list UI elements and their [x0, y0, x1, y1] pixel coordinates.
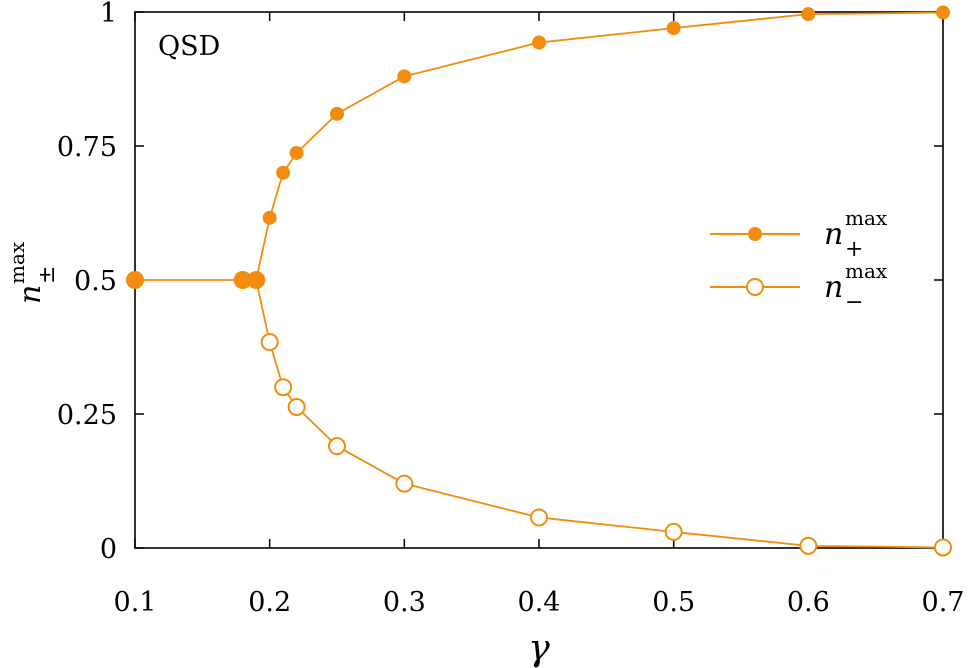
series-layer — [126, 5, 952, 557]
series-minus-point — [395, 474, 414, 493]
y-tick-label: 0 — [100, 534, 117, 565]
series-plus-point — [289, 145, 304, 160]
series-plus-point — [936, 5, 950, 20]
y-tick-label: 0.25 — [57, 400, 117, 431]
y-tick-label: 0.75 — [57, 132, 117, 163]
x-tick-label: 0.5 — [652, 587, 695, 618]
legend-label-1-sup: max — [845, 206, 888, 230]
series-minus-point — [274, 378, 293, 397]
series-minus-point — [287, 398, 306, 417]
series-minus-point — [328, 437, 346, 456]
x-axis-label: γ — [528, 628, 550, 668]
series-plus-point — [247, 271, 266, 289]
y-tick-label: 0.5 — [74, 266, 117, 297]
x-tick-label: 0.3 — [383, 587, 426, 618]
legend-label-2-sub: − — [845, 290, 863, 315]
legend-label-2-sup: max — [845, 259, 888, 283]
series-plus-point — [666, 21, 681, 36]
y-axis-label-sup: max — [5, 241, 29, 284]
annotation-label: QSD — [158, 31, 220, 62]
y-axis-label: n max ± — [5, 241, 60, 304]
series-plus-point — [532, 35, 546, 50]
legend-label-1-base: n — [824, 217, 843, 252]
series-minus-point — [530, 508, 548, 527]
legend: n max + n max − — [710, 206, 888, 315]
series-plus-point — [801, 7, 816, 22]
x-tick-label: 0.4 — [518, 587, 561, 618]
series-plus-line — [135, 11, 944, 281]
legend-label-2-base: n — [824, 270, 843, 305]
series-minus-point — [799, 536, 818, 555]
series-plus-point — [330, 106, 344, 121]
series-minus-line — [255, 279, 944, 549]
ticks-layer: 0.1 0.2 0.3 0.4 0.5 0.6 0.7 0 0.25 0.5 0.75 1 — [57, 0, 965, 618]
series-minus-point — [664, 522, 683, 541]
series-minus-point — [934, 538, 952, 557]
x-tick-label: 0.7 — [922, 587, 965, 618]
series-plus-point — [276, 165, 291, 180]
x-tick-label: 0.2 — [248, 587, 291, 618]
series-plus-point — [262, 210, 277, 225]
legend-marker-1 — [748, 227, 762, 241]
x-tick-label: 0.6 — [787, 587, 830, 618]
series-plus-point — [126, 271, 144, 289]
series-plus-point — [397, 69, 412, 84]
y-axis-label-sub: ± — [35, 266, 60, 284]
legend-label-1-sub: + — [845, 237, 863, 262]
legend-marker-2 — [746, 278, 764, 296]
series-plus-point — [233, 271, 252, 289]
x-tick-label: 0.1 — [114, 587, 157, 618]
y-axis-label-base: n — [13, 285, 48, 304]
series-minus-point — [260, 333, 279, 352]
y-tick-label: 1 — [100, 0, 117, 29]
